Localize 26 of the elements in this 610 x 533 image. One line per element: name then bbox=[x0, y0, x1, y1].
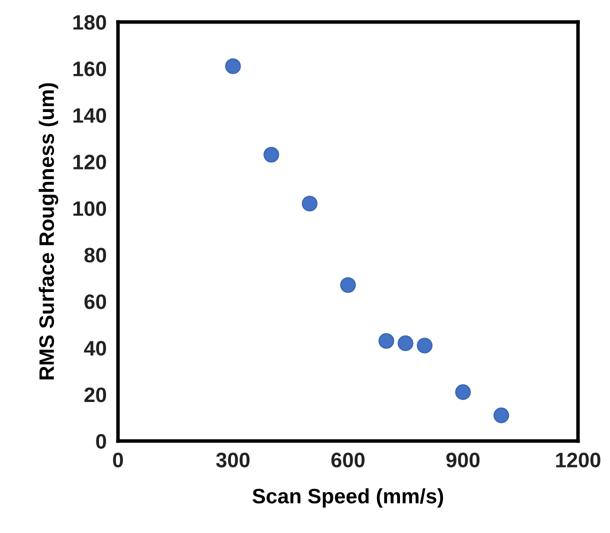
point bbox=[340, 277, 356, 293]
point bbox=[455, 384, 471, 400]
x-tick-label: 1200 bbox=[556, 452, 600, 468]
y-tick-label: 180 bbox=[73, 15, 106, 30]
y-tick-label: 40 bbox=[84, 340, 106, 356]
y-tick-label: 60 bbox=[84, 294, 106, 310]
x-tick-label: 600 bbox=[331, 452, 365, 468]
y-tick-label: 100 bbox=[73, 201, 106, 216]
x-tick-label: 300 bbox=[216, 452, 250, 468]
y-tick-label: 80 bbox=[84, 248, 106, 263]
y-tick-label: 120 bbox=[73, 154, 106, 170]
point bbox=[493, 408, 510, 424]
point bbox=[263, 146, 280, 163]
y-tick-label: 160 bbox=[73, 62, 106, 76]
y-tick-label: 140 bbox=[73, 108, 106, 123]
point bbox=[302, 196, 318, 212]
x-tick-label: 900 bbox=[446, 452, 480, 468]
x-tick-label: 0 bbox=[113, 452, 123, 468]
point bbox=[398, 335, 414, 352]
y-tick-label: 0 bbox=[96, 434, 106, 449]
point bbox=[378, 333, 394, 349]
x-axis-title: Scan Speed (mm/s) bbox=[252, 488, 444, 508]
y-axis-title: RMS Surface Roughness (um) bbox=[38, 83, 58, 380]
point bbox=[225, 58, 241, 74]
point bbox=[416, 338, 433, 354]
y-tick-label: 20 bbox=[84, 387, 106, 402]
